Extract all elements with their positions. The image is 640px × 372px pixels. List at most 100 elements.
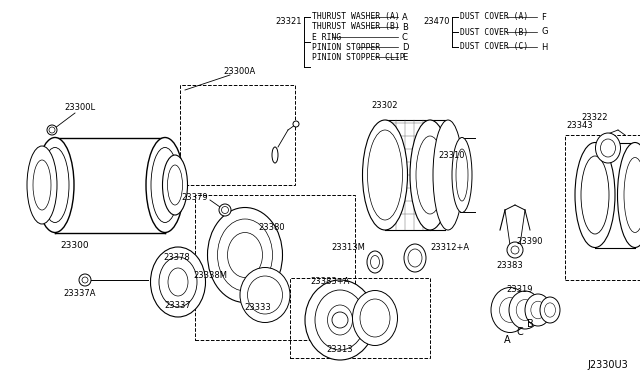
Circle shape xyxy=(332,312,348,328)
Text: 23383+A: 23383+A xyxy=(310,278,349,286)
Ellipse shape xyxy=(33,160,51,210)
Ellipse shape xyxy=(360,299,390,337)
Bar xyxy=(290,278,430,358)
Ellipse shape xyxy=(151,148,179,222)
Ellipse shape xyxy=(581,156,609,234)
Text: PINION STOPPER CLIP: PINION STOPPER CLIP xyxy=(312,52,404,61)
Ellipse shape xyxy=(433,120,463,230)
Text: DUST COVER (B): DUST COVER (B) xyxy=(460,28,528,36)
Text: 23470: 23470 xyxy=(424,17,450,26)
Circle shape xyxy=(511,246,519,254)
Ellipse shape xyxy=(540,297,560,323)
Text: 23390: 23390 xyxy=(516,237,543,247)
Text: A: A xyxy=(402,13,408,22)
Text: THURUST WASHER (A): THURUST WASHER (A) xyxy=(312,13,400,22)
Ellipse shape xyxy=(272,147,278,163)
Ellipse shape xyxy=(404,244,426,272)
Text: E RING: E RING xyxy=(312,32,341,42)
Ellipse shape xyxy=(595,133,621,163)
Ellipse shape xyxy=(159,257,197,307)
Ellipse shape xyxy=(315,290,365,350)
Text: 23302: 23302 xyxy=(372,100,398,109)
Ellipse shape xyxy=(353,291,397,346)
Text: 23313: 23313 xyxy=(326,346,353,355)
Text: 23338M: 23338M xyxy=(193,270,227,279)
Circle shape xyxy=(293,121,299,127)
Ellipse shape xyxy=(248,276,282,314)
Text: 23313M: 23313M xyxy=(331,244,365,253)
Text: F: F xyxy=(541,13,546,22)
Text: C: C xyxy=(516,327,524,337)
Text: 23319: 23319 xyxy=(507,285,533,295)
Ellipse shape xyxy=(618,142,640,247)
Ellipse shape xyxy=(27,146,57,224)
Text: 23380: 23380 xyxy=(259,224,285,232)
Text: 23312+A: 23312+A xyxy=(430,244,469,253)
Ellipse shape xyxy=(240,267,290,323)
Text: 23337: 23337 xyxy=(164,301,191,310)
Text: C: C xyxy=(402,32,408,42)
Text: B: B xyxy=(402,22,408,32)
Ellipse shape xyxy=(168,268,188,296)
Ellipse shape xyxy=(367,130,403,220)
Text: A: A xyxy=(504,335,510,345)
Ellipse shape xyxy=(575,142,615,247)
Ellipse shape xyxy=(41,148,69,222)
Text: 23322: 23322 xyxy=(582,113,608,122)
Text: PINION STOPPER: PINION STOPPER xyxy=(312,42,380,51)
Ellipse shape xyxy=(416,136,444,214)
Text: DUST COVER (C): DUST COVER (C) xyxy=(460,42,528,51)
Ellipse shape xyxy=(227,232,262,278)
Ellipse shape xyxy=(509,291,541,329)
Ellipse shape xyxy=(371,256,380,269)
Ellipse shape xyxy=(36,138,74,232)
Ellipse shape xyxy=(163,155,188,215)
Text: 23321: 23321 xyxy=(275,17,302,26)
Ellipse shape xyxy=(328,305,353,335)
Circle shape xyxy=(47,125,57,135)
Text: 23379: 23379 xyxy=(181,192,208,202)
Text: B: B xyxy=(527,319,533,329)
Text: D: D xyxy=(402,42,408,51)
Text: 23310: 23310 xyxy=(439,151,465,160)
Text: 23343: 23343 xyxy=(566,121,593,129)
Ellipse shape xyxy=(525,294,551,326)
Circle shape xyxy=(507,242,523,258)
Ellipse shape xyxy=(408,249,422,267)
Ellipse shape xyxy=(362,120,408,230)
Text: DUST COVER (A): DUST COVER (A) xyxy=(460,13,528,22)
Bar xyxy=(565,135,640,280)
Ellipse shape xyxy=(168,165,182,205)
Circle shape xyxy=(79,274,91,286)
Ellipse shape xyxy=(456,149,468,201)
Ellipse shape xyxy=(305,280,375,360)
Text: 23300A: 23300A xyxy=(224,67,256,77)
Circle shape xyxy=(82,277,88,283)
Ellipse shape xyxy=(452,138,472,212)
Ellipse shape xyxy=(491,288,529,333)
Ellipse shape xyxy=(624,157,640,232)
Ellipse shape xyxy=(146,138,184,232)
Ellipse shape xyxy=(500,298,520,323)
Text: J2330U3: J2330U3 xyxy=(588,360,628,370)
Bar xyxy=(180,85,295,185)
Ellipse shape xyxy=(410,120,450,230)
Ellipse shape xyxy=(600,139,616,157)
Ellipse shape xyxy=(545,303,556,317)
Text: 23383: 23383 xyxy=(497,260,524,269)
Ellipse shape xyxy=(516,299,534,320)
Text: THURUST WASHER (B): THURUST WASHER (B) xyxy=(312,22,400,32)
Text: 23378: 23378 xyxy=(163,253,190,263)
Circle shape xyxy=(49,127,55,133)
Text: 23300: 23300 xyxy=(61,241,90,250)
Text: 23300L: 23300L xyxy=(65,103,95,112)
Ellipse shape xyxy=(150,247,205,317)
Text: 23333: 23333 xyxy=(244,302,271,311)
Ellipse shape xyxy=(207,208,282,302)
Ellipse shape xyxy=(367,251,383,273)
Text: 23337A: 23337A xyxy=(64,289,96,298)
Text: H: H xyxy=(541,42,547,51)
Text: G: G xyxy=(541,28,547,36)
Text: E: E xyxy=(402,52,407,61)
Circle shape xyxy=(219,204,231,216)
